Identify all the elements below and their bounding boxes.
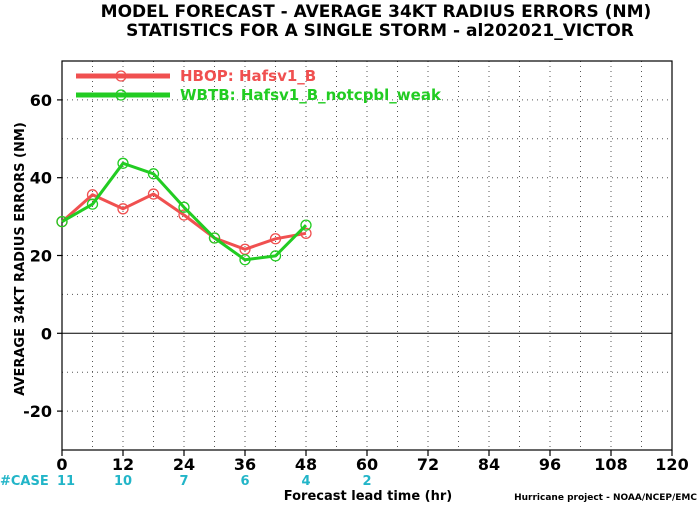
case-count: 10 <box>114 474 132 489</box>
case-count: 2 <box>362 474 371 489</box>
data-point <box>178 209 190 221</box>
data-point <box>178 201 190 213</box>
y-tick-label: -20 <box>23 402 52 421</box>
legend-label: WBTB: Hafsv1_B_notcpbl_weak <box>180 86 442 104</box>
case-count: 4 <box>301 474 310 489</box>
x-tick-label: 0 <box>56 455 67 474</box>
x-axis-title: Forecast lead time (hr) <box>284 489 452 504</box>
x-axis-ticks: 0 12 24 36 48 60 72 84 96 108 120 <box>56 450 689 474</box>
data-point <box>117 157 129 169</box>
x-tick-label: 108 <box>594 455 627 474</box>
data-point <box>86 198 99 210</box>
case-count: 7 <box>179 474 188 489</box>
x-tick-label: 96 <box>539 455 561 474</box>
data-point <box>208 232 221 244</box>
x-tick-label: 48 <box>295 455 317 474</box>
legend-marker <box>115 70 127 82</box>
data-point <box>239 254 251 266</box>
credit-text: Hurricane project - NOAA/NCEP/EMC <box>514 493 697 503</box>
data-point <box>147 168 160 180</box>
y-tick-label: 40 <box>30 169 52 188</box>
data-point <box>269 233 282 245</box>
case-count: 11 <box>57 474 75 489</box>
series-line <box>61 192 307 251</box>
case-count-label: #CASE <box>0 474 49 489</box>
x-tick-label: 84 <box>478 455 500 474</box>
legend-item: HBOP: Hafsv1_B <box>76 67 316 85</box>
data-point <box>300 219 312 231</box>
data-point <box>117 203 129 215</box>
x-tick-label: 36 <box>234 455 256 474</box>
legend-label: HBOP: Hafsv1_B <box>180 67 316 85</box>
y-axis-title: AVERAGE 34KT RADIUS ERRORS (NM) <box>13 122 28 396</box>
x-tick-label: 72 <box>417 455 439 474</box>
series-2 <box>56 157 312 266</box>
data-point <box>269 250 282 262</box>
data-point <box>147 188 160 200</box>
x-tick-label: 120 <box>655 455 688 474</box>
y-axis-ticks: -20 0 20 40 60 <box>23 91 62 421</box>
grid <box>62 61 672 450</box>
x-tick-label: 24 <box>173 455 195 474</box>
y-tick-label: 60 <box>30 91 52 110</box>
chart-title: MODEL FORECAST - AVERAGE 34KT RADIUS ERR… <box>101 2 652 22</box>
data-point <box>86 189 99 201</box>
x-tick-label: 12 <box>112 455 134 474</box>
legend-item: WBTB: Hafsv1_B_notcpbl_weak <box>76 86 442 104</box>
chart-subtitle: STATISTICS FOR A SINGLE STORM - al202021… <box>126 21 634 41</box>
series-layer <box>56 157 312 266</box>
x-tick-label: 60 <box>356 455 378 474</box>
legend-marker <box>115 89 127 101</box>
y-tick-label: 0 <box>41 324 52 343</box>
y-tick-label: 20 <box>30 247 52 266</box>
series-line <box>61 161 308 262</box>
case-count: 6 <box>240 474 249 489</box>
data-point <box>300 227 312 239</box>
case-counts: 11 10 7 6 4 2 <box>57 474 372 489</box>
data-point <box>56 216 68 228</box>
